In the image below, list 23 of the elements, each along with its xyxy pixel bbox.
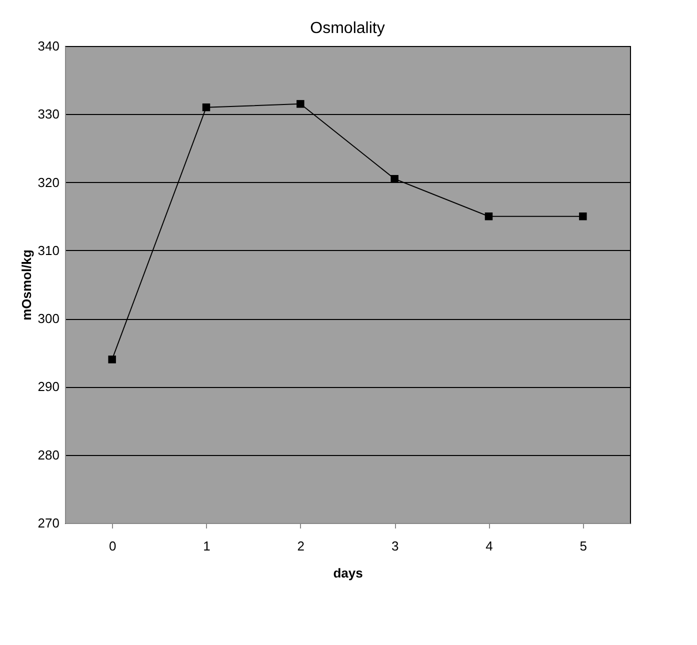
- y-tick-label: 270: [38, 516, 60, 530]
- x-tick-label: 4: [486, 538, 493, 554]
- y-tick-label: 290: [38, 379, 60, 394]
- x-tick-label: 5: [580, 538, 588, 554]
- y-tick-label: 310: [38, 242, 60, 258]
- point: [202, 103, 210, 112]
- y-tick-label: 280: [38, 447, 60, 462]
- x-tick-label: 3: [391, 538, 399, 554]
- y-tick-label: 300: [38, 311, 60, 326]
- chart-title: Osmolality: [310, 20, 385, 37]
- point: [579, 212, 587, 220]
- y-tick-label: 330: [38, 106, 60, 122]
- y-tick-label: 320: [38, 174, 60, 190]
- y-axis-title: mOsmol/kg: [18, 250, 34, 320]
- x-tick-label: 1: [203, 538, 210, 554]
- x-tick-label: 0: [108, 538, 116, 554]
- point: [296, 100, 304, 108]
- x-axis-title: days: [333, 566, 363, 580]
- x-tick-label: 2: [297, 538, 305, 554]
- y-tick-label: 340: [38, 38, 60, 54]
- point: [108, 356, 116, 364]
- point: [390, 175, 398, 183]
- point: [484, 212, 493, 220]
